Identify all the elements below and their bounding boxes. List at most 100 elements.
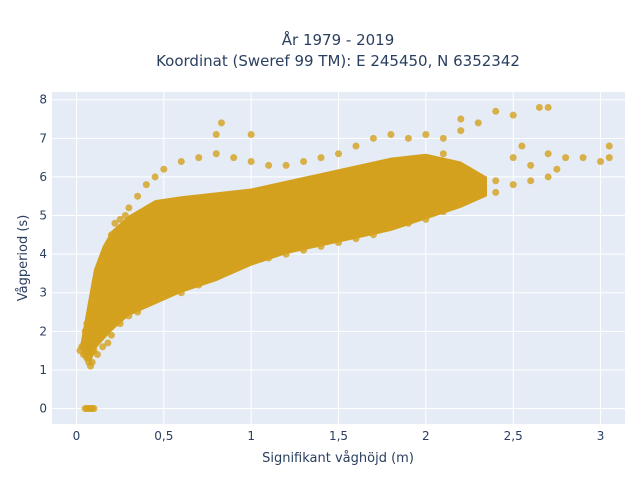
data-point xyxy=(509,154,517,162)
y-tick-label: 2 xyxy=(39,324,47,338)
chart-title-line1: År 1979 - 2019 xyxy=(282,30,395,49)
data-point xyxy=(335,150,342,158)
data-point xyxy=(160,293,168,301)
data-point xyxy=(107,231,115,239)
data-point xyxy=(474,173,482,181)
x-tick-label: 2,5 xyxy=(504,429,523,443)
data-point xyxy=(116,320,124,328)
data-point xyxy=(125,250,133,258)
data-point xyxy=(387,173,395,181)
data-point xyxy=(282,250,290,258)
y-tick-label: 5 xyxy=(39,209,47,223)
data-point xyxy=(212,273,220,281)
data-point xyxy=(195,281,203,289)
data-point xyxy=(492,188,500,196)
data-point xyxy=(142,235,150,243)
data-point xyxy=(369,173,377,181)
data-point xyxy=(317,154,325,162)
data-point xyxy=(142,300,150,308)
x-tick-label: 3 xyxy=(597,429,605,443)
x-axis-title: Signifikant våghöjd (m) xyxy=(262,451,414,466)
data-point xyxy=(553,165,561,173)
data-point xyxy=(116,269,124,277)
data-point xyxy=(265,200,273,208)
data-point xyxy=(300,188,308,196)
y-tick-label: 7 xyxy=(39,131,47,145)
data-point xyxy=(352,235,360,243)
data-point xyxy=(195,250,203,258)
data-point xyxy=(605,142,613,150)
data-point xyxy=(544,173,552,181)
data-points xyxy=(76,103,613,413)
data-point xyxy=(369,231,377,239)
data-point xyxy=(597,157,605,165)
data-point xyxy=(134,242,142,250)
y-axis-title: Vågperiod (s) xyxy=(16,215,31,302)
data-point xyxy=(104,242,112,250)
data-point xyxy=(457,200,465,208)
data-point xyxy=(195,154,203,162)
data-point xyxy=(439,169,447,177)
data-point xyxy=(121,212,129,220)
data-point xyxy=(151,296,159,304)
data-point xyxy=(282,161,290,169)
data-point xyxy=(88,358,96,366)
data-point xyxy=(169,231,177,239)
y-tick-labels: 0 1 2 3 4 5 6 7 8 xyxy=(39,93,47,416)
data-point xyxy=(518,142,526,150)
data-point xyxy=(177,212,185,220)
x-tick-label: 2 xyxy=(422,429,430,443)
x-tick-label: 0,5 xyxy=(154,429,173,443)
data-point xyxy=(335,181,342,189)
data-point xyxy=(439,208,447,216)
data-point xyxy=(352,142,360,150)
x-tick-label: 1 xyxy=(247,429,255,443)
data-point xyxy=(111,219,119,227)
y-tick-label: 6 xyxy=(39,170,47,184)
data-point xyxy=(217,119,225,127)
data-point xyxy=(527,161,535,169)
x-tick-labels: 0 0,5 1 1,5 2 2,5 3 xyxy=(73,429,605,443)
data-point xyxy=(422,165,430,173)
data-point xyxy=(151,173,159,181)
data-point xyxy=(107,289,115,297)
data-point xyxy=(177,289,185,297)
data-point xyxy=(457,115,465,123)
data-point xyxy=(90,296,98,304)
data-point xyxy=(535,103,543,111)
data-point xyxy=(439,150,447,158)
y-tick-label: 1 xyxy=(39,363,47,377)
data-point xyxy=(474,192,482,200)
data-point xyxy=(422,215,430,223)
data-point xyxy=(247,130,255,138)
data-point xyxy=(369,134,377,142)
data-point xyxy=(300,157,308,165)
data-point xyxy=(265,239,273,247)
data-point xyxy=(212,150,220,158)
data-point xyxy=(387,130,395,138)
chart-title-line2: Koordinat (Sweref 99 TM): E 245450, N 63… xyxy=(156,52,520,70)
data-point xyxy=(90,405,98,413)
x-tick-label: 0 xyxy=(73,429,81,443)
y-tick-label: 4 xyxy=(39,247,47,261)
data-point xyxy=(81,327,89,335)
data-point xyxy=(230,266,238,274)
data-point xyxy=(544,150,552,158)
data-point xyxy=(422,130,430,138)
data-point xyxy=(104,339,112,347)
data-point xyxy=(492,107,500,115)
data-point xyxy=(335,239,342,247)
data-point xyxy=(527,177,535,185)
data-point xyxy=(93,289,101,297)
data-point xyxy=(160,165,168,173)
y-tick-label: 8 xyxy=(39,93,47,107)
data-point xyxy=(544,103,552,111)
data-point xyxy=(439,134,447,142)
data-point xyxy=(142,181,150,189)
data-point xyxy=(300,227,308,235)
data-point xyxy=(212,204,220,212)
data-point xyxy=(125,204,133,212)
data-point xyxy=(247,208,255,216)
data-point xyxy=(230,154,238,162)
data-point xyxy=(78,343,86,351)
